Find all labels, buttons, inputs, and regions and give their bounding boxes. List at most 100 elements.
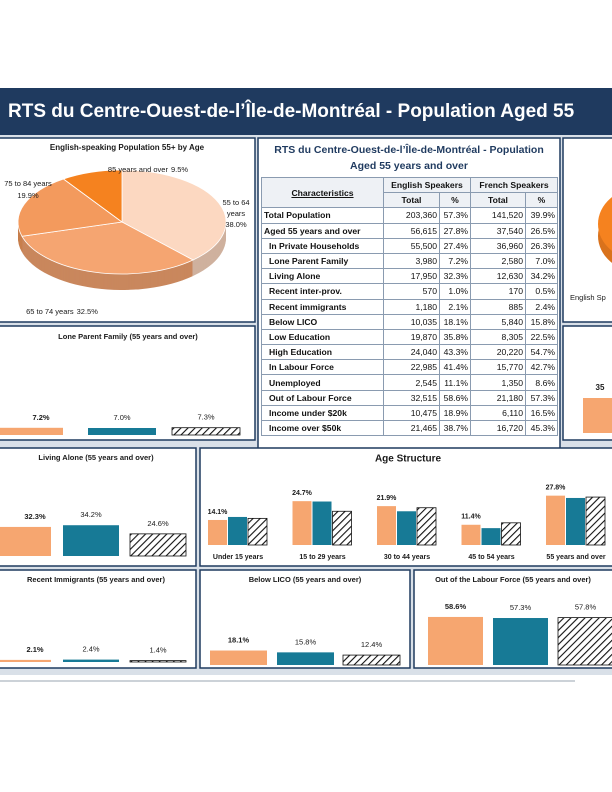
bar — [228, 516, 247, 545]
cell: 42.7% — [524, 359, 559, 376]
row-label: Income over $50k — [261, 419, 384, 437]
banner — [0, 88, 612, 135]
value-label: 15.8% — [295, 637, 317, 646]
row-label: In Labour Force — [261, 359, 384, 376]
pie-slice — [17, 178, 124, 237]
cell: 2,580 — [470, 252, 526, 270]
bar — [88, 428, 156, 435]
pie-slice — [62, 169, 123, 223]
bar — [557, 617, 612, 666]
fragment-pie — [598, 197, 612, 251]
bar — [566, 497, 585, 545]
table-row: Low Education 19,870 35.8% 8,305 22.5% — [261, 328, 559, 346]
cell: 18.1% — [439, 313, 471, 330]
bar — [0, 526, 51, 556]
chart-title: Below LICO (55 years and over) — [249, 575, 362, 584]
bar — [377, 506, 396, 545]
cell: 19,870 — [383, 328, 440, 346]
data-table: RTS du Centre-Ouest-de-l’Île-de-Montréal… — [261, 139, 559, 437]
column-header: French Speakers — [469, 176, 559, 194]
value-label: 7.3% — [197, 413, 214, 422]
value-label: 57.3% — [510, 603, 532, 612]
cell: 170 — [470, 283, 526, 300]
bar — [481, 528, 501, 545]
table-row: Income under $20k 10,475 18.9% 6,110 16.5% — [261, 404, 559, 422]
table-title: RTS du Centre-Ouest-de-l’Île-de-Montréal… — [274, 144, 544, 172]
bar — [63, 659, 119, 662]
header-row: Characteristics English Speakers French Sp… — [261, 176, 559, 209]
cell: 10,475 — [383, 404, 440, 422]
value-label: 32.3% — [24, 512, 46, 521]
value-label: 24.6% — [147, 519, 169, 528]
bar — [171, 427, 241, 436]
value-label: 24.7% — [292, 490, 313, 497]
bar — [208, 519, 227, 545]
cell: 203,360 — [383, 207, 440, 224]
fragment-bar-label: 35 — [596, 383, 605, 392]
cell: 1.0% — [439, 283, 471, 300]
cell: 570 — [383, 283, 440, 300]
row-label: Below LICO — [261, 313, 384, 330]
cell: 22,985 — [383, 359, 440, 376]
cell: 15.8% — [524, 313, 559, 330]
cell: 56,615 — [383, 222, 440, 239]
row-label: Aged 55 years and over — [261, 222, 384, 239]
cell: 5,840 — [470, 313, 526, 330]
bar — [428, 616, 483, 665]
cell: 1,180 — [383, 298, 440, 315]
value-label: 2.1% — [26, 645, 43, 654]
subcolumn-header: % — [524, 192, 559, 209]
bar — [129, 660, 187, 663]
cell: 0.5% — [524, 283, 559, 300]
category-label: 85 years and over — [108, 165, 169, 174]
table-row: Unemployed 2,545 11.1% 1,350 8.6% — [261, 374, 559, 391]
cell: 36,960 — [470, 237, 526, 254]
value-label: 58.6% — [445, 602, 467, 611]
value-label: 34.2% — [80, 510, 102, 519]
row-label: Unemployed — [261, 374, 384, 391]
cell: 58.6% — [439, 389, 471, 406]
cell: 1,350 — [470, 374, 526, 391]
cell: 26.5% — [524, 222, 559, 239]
bar — [292, 501, 312, 545]
value-label: 27.8% — [546, 484, 567, 491]
row-label: High Education — [261, 344, 384, 361]
chart-title: English-speaking Population 55+ by Age — [50, 143, 205, 152]
cell: 35.8% — [439, 328, 471, 346]
cell: 8.6% — [524, 374, 559, 391]
category-label: 55 to 64 — [222, 198, 249, 207]
pie-slice — [121, 169, 227, 261]
chart-title: Lone Parent Family (55 years and over) — [58, 332, 198, 341]
cell: 18.9% — [439, 404, 471, 422]
value-label: 14.1% — [208, 509, 229, 516]
value-label: 7.0% — [113, 413, 130, 422]
bar — [416, 507, 437, 546]
cell: 8,305 — [470, 328, 526, 346]
bar — [312, 501, 332, 545]
cell: 3,980 — [383, 252, 440, 270]
row-label: Recent immigrants — [261, 298, 384, 315]
cell: 2.4% — [524, 298, 559, 315]
value-label: 7.2% — [32, 413, 49, 422]
banner-title: RTS du Centre-Ouest-de-l’Île-de-Montréal… — [8, 100, 575, 122]
value-label: 21.9% — [377, 495, 398, 502]
cell: 10,035 — [383, 313, 440, 330]
bar — [493, 618, 548, 665]
cell: 43.3% — [439, 344, 471, 361]
value-label: 32.5% — [77, 307, 99, 316]
pie-label: 85 years and over 9.5% — [108, 165, 188, 174]
cell: 20,220 — [470, 344, 526, 361]
table-row: Recent inter-prov. 570 1.0% 170 0.5% — [261, 283, 559, 300]
row-label: Recent inter-prov. — [261, 283, 384, 300]
category-label: 75 to 84 years — [4, 179, 52, 188]
value-label: 9.5% — [171, 165, 188, 174]
row-label: Income under $20k — [261, 404, 384, 422]
bar — [129, 533, 187, 557]
pie-slice — [21, 221, 194, 275]
table-row: Living Alone 17,950 32.3% 12,630 34.2% — [261, 268, 559, 285]
bar — [342, 654, 401, 666]
header-row: Total% Total% — [262, 192, 559, 209]
x-tick-label: 15 to 29 years — [299, 554, 345, 561]
subcolumn-header: Total — [383, 192, 440, 209]
cell: 6,110 — [470, 404, 526, 422]
